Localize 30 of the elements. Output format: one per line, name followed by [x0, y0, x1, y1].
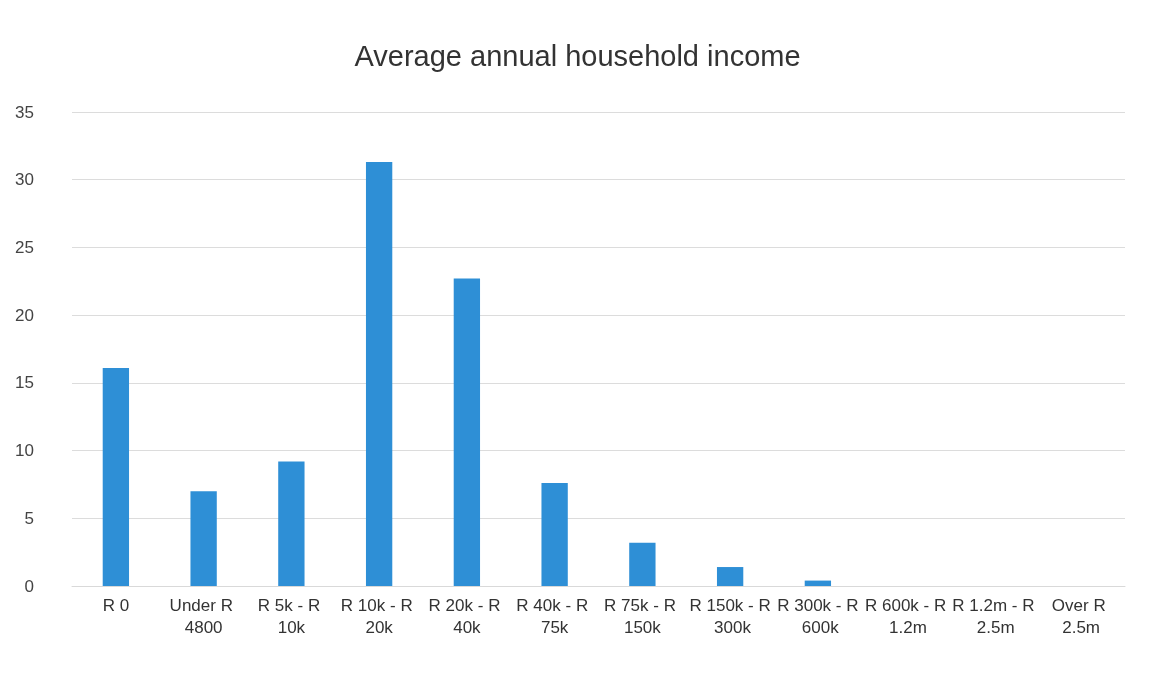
y-tick-label: 5 — [24, 508, 34, 528]
x-tick-label: R 600k - R 1.2m — [865, 595, 947, 637]
x-tick-label: Under R 4800 — [169, 595, 238, 637]
x-tick-label: Over R 2.5m — [1051, 595, 1111, 637]
y-tick-label: 30 — [15, 170, 34, 190]
y-tick-label: 10 — [15, 441, 34, 461]
bar — [804, 580, 832, 586]
bar — [716, 567, 744, 586]
bar — [190, 491, 217, 586]
y-tick-label: 25 — [15, 237, 34, 257]
y-tick-label: 0 — [24, 576, 34, 596]
x-tick-label: R 10k - R 20k — [340, 595, 418, 637]
x-tick-label: R 5k - R 10k — [257, 595, 325, 637]
bar — [541, 483, 568, 586]
x-tick-label: R 20k - R 40k — [428, 595, 506, 637]
x-tick-label: R 0 — [102, 595, 130, 615]
bar — [365, 162, 393, 586]
y-tick-label: 15 — [15, 373, 34, 393]
chart-title: Average annual household income — [354, 39, 801, 72]
x-tick-label: R 150k - R 300k — [689, 595, 771, 637]
y-tick-label: 35 — [15, 102, 34, 122]
x-tick-label: R 40k - R 75k — [516, 595, 593, 637]
x-tick-label: R 75k - R 150k — [604, 595, 681, 637]
bar — [629, 542, 656, 586]
bar — [278, 461, 305, 586]
x-tick-label: R 300k - R 600k — [777, 595, 859, 637]
y-tick-label: 20 — [15, 305, 34, 325]
bar — [453, 278, 481, 586]
x-tick-label: R 1.2m - R 2.5m — [952, 595, 1035, 637]
bar — [102, 367, 130, 586]
